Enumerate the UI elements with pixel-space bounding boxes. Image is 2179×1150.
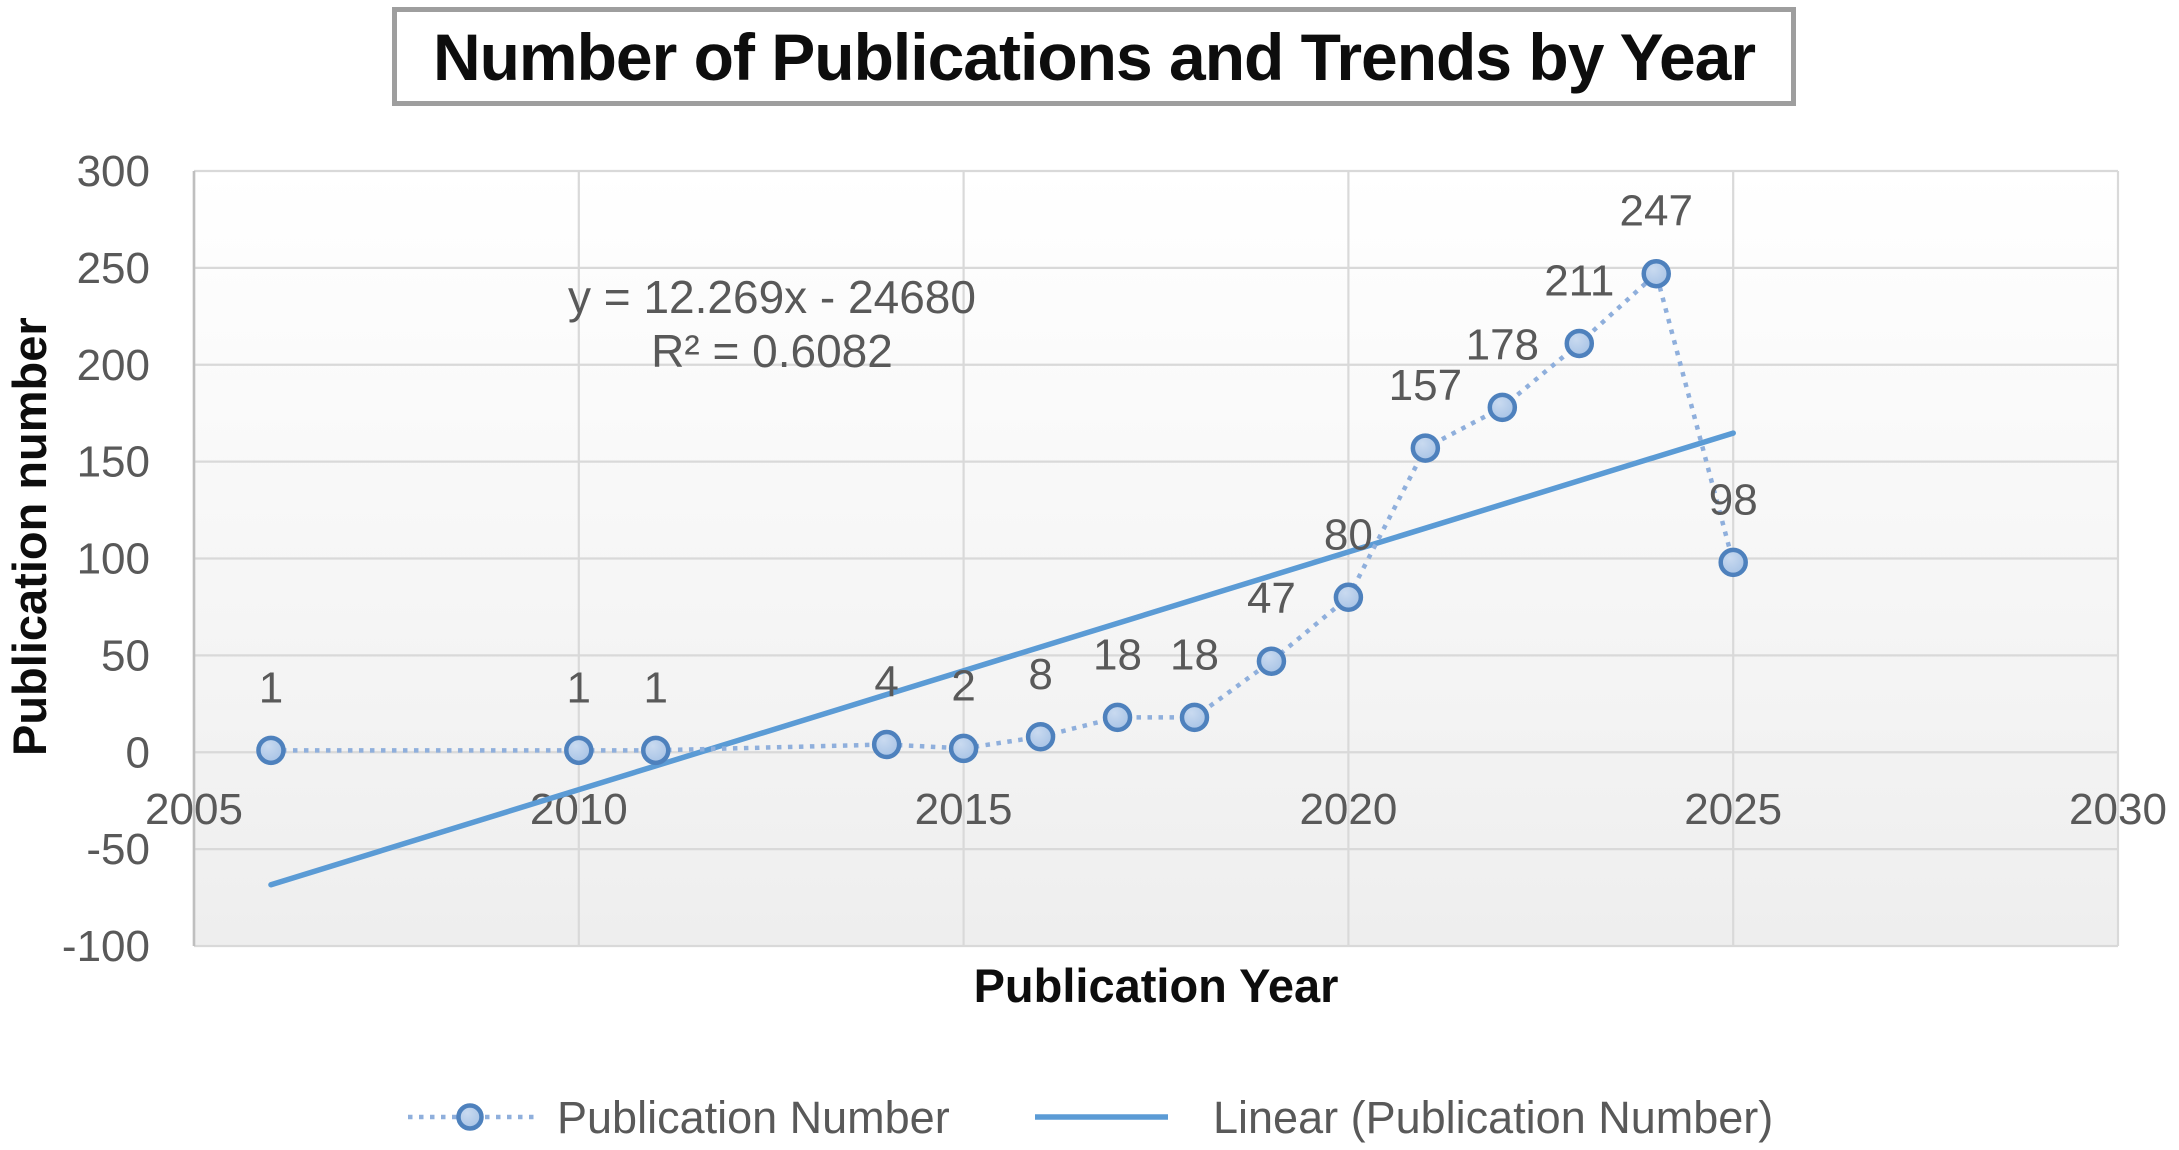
data-point-marker [871, 729, 902, 760]
y-tick-label: 100 [77, 535, 150, 584]
data-point-label: 2 [951, 661, 975, 710]
data-point-label: 247 [1620, 187, 1693, 236]
data-point-marker [1102, 702, 1133, 733]
x-tick-label: 2025 [1684, 785, 1782, 834]
tick-labels-group: 300 250 200 150 100 50 0 -50 -100 2005 2010 2015 202… [62, 147, 2167, 971]
data-point-marker [1333, 582, 1364, 612]
legend-samples-group [408, 1103, 1168, 1131]
x-axis-title: Publication Year [973, 959, 1339, 1012]
data-point-marker [641, 735, 671, 766]
data-point-label: 1 [567, 663, 591, 712]
data-point-label: 1 [259, 663, 283, 712]
y-tick-label: 0 [126, 728, 150, 777]
y-tick-label: 150 [77, 438, 150, 487]
legend-series-marker-sample [456, 1103, 484, 1131]
data-point-marker [1641, 258, 1671, 289]
y-tick-label: 50 [101, 631, 150, 680]
data-point-marker [1487, 392, 1518, 423]
data-point-label: 18 [1093, 630, 1142, 679]
data-point-label: 211 [1544, 256, 1614, 305]
data-point-label: 98 [1709, 475, 1758, 524]
trendline-equation: y = 12.269x - 24680 [568, 271, 976, 323]
data-point-label: 47 [1247, 574, 1296, 623]
data-point-marker [1256, 646, 1287, 676]
chart-title-box: Number of Publications and Trends by Yea… [392, 7, 1796, 106]
data-point-marker [1718, 547, 1748, 578]
x-tick-label: 2020 [1299, 785, 1397, 834]
y-tick-label: 300 [77, 147, 150, 196]
chart-title: Number of Publications and Trends by Yea… [432, 19, 1756, 94]
data-point-marker [1564, 328, 1595, 359]
data-point-label: 8 [1028, 650, 1052, 699]
x-tick-label: 2005 [145, 785, 243, 834]
data-point-label: 18 [1170, 630, 1219, 679]
data-point-marker [1025, 722, 1056, 752]
data-point-marker [256, 735, 286, 766]
x-tick-label: 2030 [2069, 785, 2167, 834]
data-point-marker [1179, 702, 1210, 733]
data-point-label: 4 [874, 658, 898, 707]
data-point-label: 178 [1466, 320, 1539, 369]
y-tick-label: -50 [86, 825, 150, 874]
x-tick-label: 2015 [915, 785, 1013, 834]
y-axis-title: Publication number [3, 317, 56, 756]
data-point-marker [564, 735, 594, 766]
legend-label-publication-number: Publication Number [557, 1092, 950, 1143]
legend-label-linear-trend: Linear (Publication Number) [1213, 1092, 1774, 1143]
y-tick-label: 200 [77, 341, 150, 390]
x-tick-label: 2010 [530, 785, 628, 834]
data-point-label: 157 [1389, 361, 1462, 410]
data-points-group [256, 258, 1748, 766]
data-point-label: 1 [644, 663, 668, 712]
data-point-marker [1410, 433, 1441, 463]
data-point-label: 80 [1324, 510, 1373, 559]
trendline-r-squared: R² = 0.6082 [651, 325, 893, 377]
data-point-marker [948, 733, 979, 764]
y-tick-label: 250 [77, 244, 150, 293]
linear-trendline [268, 430, 1736, 888]
y-tick-label: -100 [62, 922, 150, 971]
